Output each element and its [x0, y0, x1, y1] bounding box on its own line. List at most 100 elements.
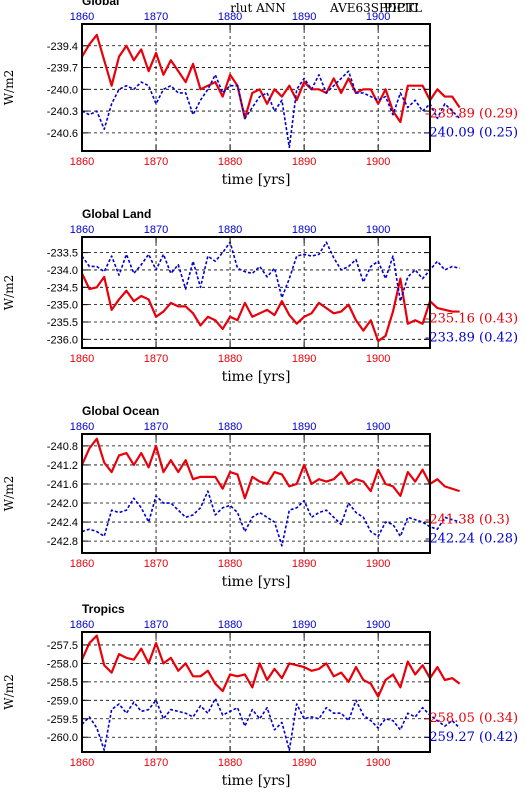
- x-axis-title: time [yrs]: [222, 574, 291, 590]
- series-mean-stat: -241.38 (0.3): [425, 513, 510, 528]
- x-tick-label-top: 1890: [292, 11, 316, 23]
- y-tick-label: -242.8: [47, 536, 78, 548]
- series-line-red: [81, 33, 461, 124]
- x-tick-label-top: 1900: [366, 619, 390, 631]
- plot-frame: [81, 631, 431, 753]
- y-tick-label: -233.5: [47, 248, 78, 260]
- y-axis-title: W/m2: [2, 70, 16, 105]
- x-tick-label-top: 1890: [292, 224, 316, 236]
- x-tick-label-top: 1900: [366, 224, 390, 236]
- x-tick-label-bottom: 1860: [70, 353, 94, 365]
- x-tick-label-top: 1860: [70, 619, 94, 631]
- y-tick-label: -240.6: [47, 128, 78, 140]
- series-mean-stat: -235.16 (0.43): [425, 312, 518, 327]
- y-tick-label: -239.4: [47, 41, 78, 53]
- series-line-red: [80, 634, 461, 698]
- x-tick-label-bottom: 1870: [144, 353, 168, 365]
- x-tick-label-top: 1870: [144, 11, 168, 23]
- series-line-red: [80, 437, 460, 500]
- y-tick-label: -259.5: [47, 714, 78, 726]
- y-tick-label: -242.0: [47, 498, 78, 510]
- y-tick-label: -239.7: [47, 63, 78, 75]
- panel-title: Global Land: [82, 207, 151, 221]
- y-tick-label: -241.6: [47, 479, 78, 491]
- x-tick-label-bottom: 1900: [366, 353, 390, 365]
- x-tick-label-bottom: 1880: [218, 353, 242, 365]
- x-tick-label-top: 1860: [70, 421, 94, 433]
- y-tick-label: -260.0: [47, 732, 78, 744]
- x-tick-label-bottom: 1900: [366, 757, 390, 769]
- x-tick-label-top: 1880: [218, 619, 242, 631]
- x-tick-label-bottom: 1890: [292, 156, 316, 168]
- y-axis-title: W/m2: [2, 275, 16, 310]
- series-mean-stat: -240.09 (0.25): [425, 126, 518, 141]
- series-mean-stat: -259.27 (0.42): [425, 730, 518, 745]
- y-tick-label: -240.0: [47, 84, 78, 96]
- x-tick-label-bottom: 1870: [144, 757, 168, 769]
- x-axis-title: time [yrs]: [222, 172, 291, 188]
- x-tick-label-top: 1860: [70, 224, 94, 236]
- y-axis-title: W/m2: [2, 674, 16, 709]
- x-tick-label-bottom: 1890: [292, 558, 316, 570]
- x-tick-label-bottom: 1880: [218, 558, 242, 570]
- series-line-blue: [81, 697, 461, 751]
- x-axis-title: time [yrs]: [222, 773, 291, 789]
- x-tick-label-top: 1880: [218, 421, 242, 433]
- chart-panel: Global -239.4 -239.7 -240.0 -240.3 -240.6 1860…: [2, 0, 518, 188]
- chart-panel: Global Land -233.5 -234.0 -234.5 -235.0 -235.…: [2, 207, 518, 385]
- x-tick-label-bottom: 1890: [292, 353, 316, 365]
- x-tick-label-bottom: 1860: [70, 757, 94, 769]
- y-tick-label: -234.0: [47, 265, 78, 277]
- x-tick-label-top: 1870: [144, 421, 168, 433]
- x-tick-label-bottom: 1900: [366, 558, 390, 570]
- series-mean-stat: -233.89 (0.42): [425, 331, 518, 346]
- x-tick-label-top: 1890: [292, 421, 316, 433]
- x-tick-label-bottom: 1870: [144, 558, 168, 570]
- figure-center-title: rlut ANN: [230, 1, 286, 15]
- x-tick-label-top: 1880: [218, 224, 242, 236]
- x-tick-label-bottom: 1870: [144, 156, 168, 168]
- y-tick-label: -235.5: [47, 317, 78, 329]
- x-tick-label-top: 1900: [366, 421, 390, 433]
- x-tick-label-bottom: 1890: [292, 757, 316, 769]
- panel-title: Tropics: [82, 602, 125, 616]
- x-tick-label-bottom: 1860: [70, 558, 94, 570]
- chart-panel: Global Ocean -240.8 -241.2 -241.6 -242.0 -242…: [2, 404, 518, 590]
- x-tick-label-top: 1870: [144, 619, 168, 631]
- legend-red-label: AVE63SPDPIC: [329, 1, 419, 15]
- x-tick-label-bottom: 1900: [366, 156, 390, 168]
- y-tick-label: -240.3: [47, 106, 78, 118]
- panel-title: Global: [82, 0, 119, 8]
- y-tick-label: -236.0: [47, 334, 78, 346]
- series-mean-stat: -258.05 (0.34): [425, 711, 518, 726]
- plot-frame: [81, 23, 431, 152]
- x-axis-title: time [yrs]: [222, 369, 291, 385]
- y-tick-label: -240.8: [47, 441, 78, 453]
- series-line-blue: [81, 241, 460, 302]
- series-mean-stat: -242.24 (0.28): [425, 532, 518, 547]
- legend-blue-label: PICTL: [384, 1, 422, 15]
- x-tick-label-bottom: 1860: [70, 156, 94, 168]
- chart-panel: Tropics -257.5 -258.0 -258.5 -259.0 -259.5 -26…: [2, 602, 518, 789]
- x-tick-label-top: 1900: [366, 11, 390, 23]
- y-tick-label: -242.4: [47, 517, 78, 529]
- y-tick-label: -258.5: [47, 677, 78, 689]
- series-line-blue: [81, 490, 460, 547]
- x-tick-label-top: 1890: [292, 619, 316, 631]
- panel-title: Global Ocean: [82, 404, 159, 418]
- y-tick-label: -259.0: [47, 695, 78, 707]
- x-tick-label-bottom: 1880: [218, 757, 242, 769]
- y-tick-label: -235.0: [47, 300, 78, 312]
- y-axis-title: W/m2: [2, 476, 16, 511]
- y-tick-label: -241.2: [47, 460, 78, 472]
- plot-frame: [81, 236, 431, 349]
- x-tick-label-top: 1860: [70, 11, 94, 23]
- y-tick-label: -258.0: [47, 658, 78, 670]
- y-tick-label: -234.5: [47, 282, 78, 294]
- plot-frame: [81, 433, 431, 554]
- x-tick-label-top: 1880: [218, 11, 242, 23]
- x-tick-label-top: 1870: [144, 224, 168, 236]
- y-tick-label: -257.5: [47, 640, 78, 652]
- x-tick-label-bottom: 1880: [218, 156, 242, 168]
